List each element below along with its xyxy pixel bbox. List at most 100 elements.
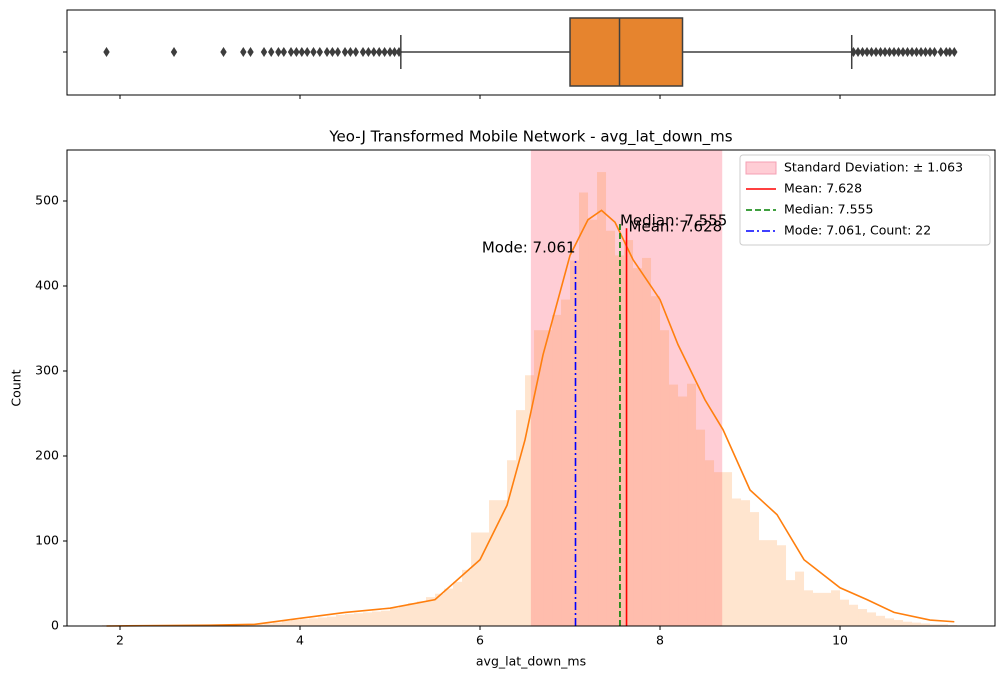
outlier	[943, 47, 950, 57]
histogram-bar	[741, 500, 751, 626]
histogram-bar	[444, 588, 454, 626]
legend-label: Standard Deviation: ± 1.063	[784, 160, 963, 175]
outlier	[868, 47, 875, 57]
outlier	[304, 47, 311, 57]
histogram-bar	[282, 620, 292, 626]
histogram-bar	[939, 624, 949, 626]
y-axis-label: Count	[9, 369, 24, 406]
outlier	[247, 47, 254, 57]
histogram-bar	[804, 590, 814, 626]
histogram-bar	[669, 384, 679, 626]
histogram-bar	[921, 623, 931, 626]
histogram-bar	[750, 512, 760, 626]
outlier	[391, 47, 398, 57]
outlier	[240, 47, 247, 57]
outlier	[926, 47, 934, 57]
histogram-bar	[345, 614, 355, 626]
outlier	[260, 47, 268, 57]
histogram-bar	[687, 383, 697, 626]
outlier	[381, 47, 388, 57]
outlier	[268, 47, 275, 57]
legend-label: Mode: 7.061, Count: 22	[784, 223, 931, 238]
median-annotation: Median: 7.555	[620, 211, 727, 229]
histogram-bar	[525, 375, 535, 626]
histogram-bar	[372, 611, 382, 626]
y-tick-label: 500	[35, 193, 59, 208]
histogram-bar	[795, 571, 805, 626]
histogram-bar	[759, 540, 769, 626]
histogram-bar	[336, 614, 346, 626]
histogram-bar	[714, 472, 724, 626]
histogram-bar	[651, 296, 661, 626]
axes-frame	[66, 9, 996, 96]
outlier	[298, 47, 306, 57]
outlier	[850, 47, 857, 57]
legend-label: Mean: 7.628	[784, 181, 862, 196]
outlier	[170, 47, 178, 57]
histogram-bar	[903, 621, 913, 626]
histogram-bar	[381, 610, 391, 626]
outlier	[895, 47, 902, 57]
histogram-bar	[453, 581, 463, 626]
histogram-bar	[507, 460, 517, 626]
histogram-bar	[309, 618, 319, 626]
histogram-bar	[867, 612, 877, 626]
histogram-bar	[786, 580, 796, 626]
histogram-bar	[777, 545, 787, 626]
histogram-bar	[399, 605, 409, 626]
histogram-bar	[498, 500, 508, 626]
histogram-bar	[561, 299, 571, 626]
outlier	[931, 47, 938, 57]
histogram-bar	[831, 590, 841, 626]
histogram-bar	[633, 268, 643, 626]
outlier	[395, 47, 403, 57]
outlier	[365, 47, 372, 57]
outlier	[323, 47, 331, 57]
histogram-bar	[579, 192, 589, 626]
histogram-bar	[471, 532, 481, 626]
y-tick-label: 400	[35, 278, 59, 293]
legend: Standard Deviation: ± 1.063 Mean: 7.628 Me…	[739, 154, 991, 246]
legend-frame	[739, 154, 991, 246]
outlier	[946, 47, 954, 57]
histogram-bar	[768, 540, 778, 626]
y-tick-label: 100	[35, 533, 59, 548]
outlier	[370, 47, 378, 57]
y-tick-label: 0	[51, 618, 59, 633]
histogram-bar	[264, 623, 274, 626]
outlier	[316, 47, 324, 57]
outlier	[220, 47, 227, 57]
histogram-bar	[876, 615, 886, 626]
outlier	[904, 47, 911, 57]
outlier	[908, 47, 916, 57]
outlier	[329, 47, 336, 57]
histogram-bar	[390, 608, 400, 626]
x-tick-label: 6	[476, 633, 484, 648]
outlier	[922, 47, 929, 57]
outlier	[352, 47, 360, 57]
x-tick-label: 4	[296, 633, 304, 648]
x-axis-label: avg_lat_down_ms	[476, 654, 586, 669]
outlier	[854, 47, 862, 57]
y-tick-label: 200	[35, 448, 59, 463]
outlier	[376, 47, 383, 57]
histogram-bar	[489, 500, 499, 626]
histogram-bar	[849, 604, 859, 626]
box	[569, 17, 684, 87]
axes-frame	[66, 149, 996, 627]
outlier	[899, 47, 907, 57]
histogram-bar	[660, 330, 670, 626]
mean-annotation: Mean: 7.628	[629, 218, 723, 236]
histogram-bar	[597, 172, 607, 626]
histogram-bar	[417, 601, 427, 626]
histogram-bar	[480, 532, 490, 626]
histogram-bar	[912, 622, 922, 626]
mode-annotation: Mode: 7.061	[482, 238, 576, 256]
x-tick-label: 8	[656, 633, 664, 648]
outlier	[347, 47, 354, 57]
histogram-bar	[408, 603, 418, 626]
legend-label: Median: 7.555	[784, 202, 873, 217]
histogram-bar	[858, 609, 868, 626]
